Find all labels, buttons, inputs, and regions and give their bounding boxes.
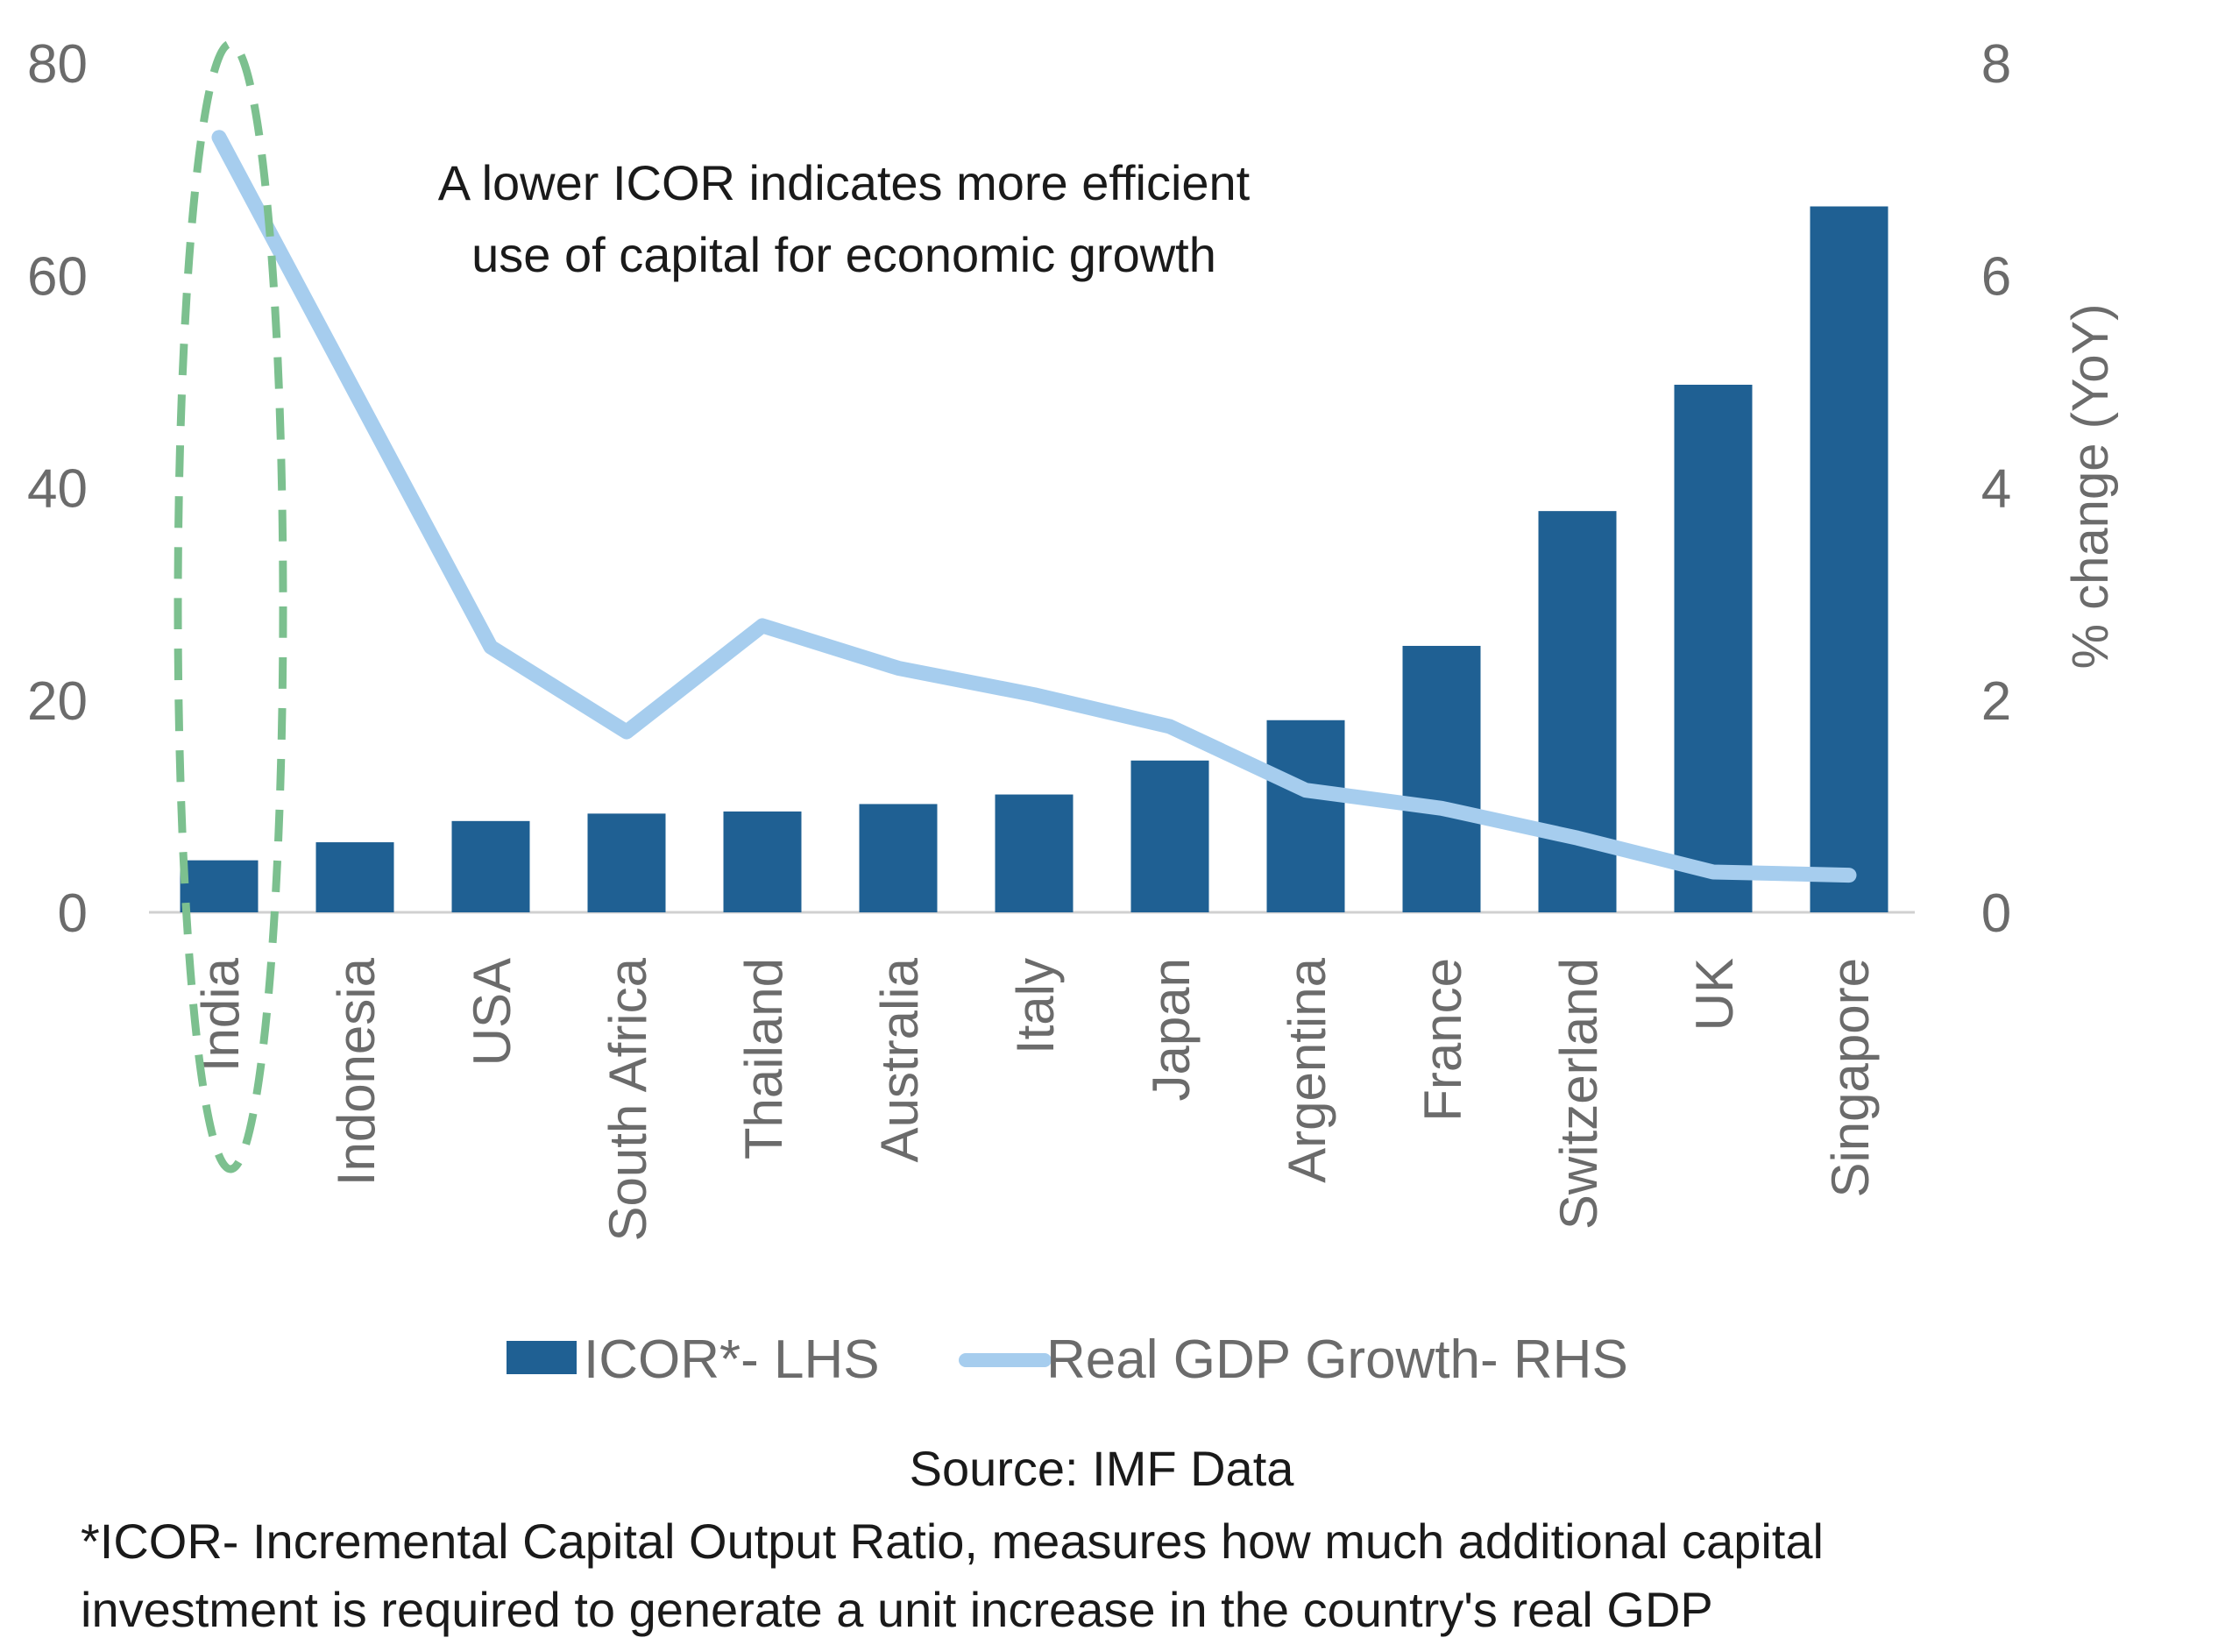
footnote-line-2: investment is required to generate a uni… — [81, 1582, 1713, 1637]
left-tick-label: 60 — [27, 246, 88, 307]
category-label-switzerland: Switzerland — [1549, 958, 1608, 1230]
bar-japan — [1130, 760, 1209, 912]
right-axis-ticks: 0 2 4 6 8 — [1981, 34, 2011, 944]
bar-usa — [451, 820, 530, 912]
category-label-argentina: Argentina — [1278, 957, 1336, 1182]
right-tick-label: 4 — [1981, 459, 2011, 520]
category-label-singapore: Singapore — [1821, 958, 1880, 1198]
category-labels: India Indonesia USA South Africa Thailand Aus… — [191, 957, 1880, 1241]
right-axis-title: % change (YoY) — [2062, 303, 2119, 669]
bar-thailand — [723, 811, 802, 912]
right-tick-label: 6 — [1981, 246, 2011, 307]
category-label-uk: UK — [1685, 958, 1744, 1031]
icor-bars — [180, 206, 1888, 913]
legend-gdp-label: Real GDP Growth- RHS — [1046, 1329, 1628, 1390]
left-axis-ticks: 0 20 40 60 80 — [27, 34, 88, 944]
legend: ICOR*- LHS Real GDP Growth- RHS — [507, 1329, 1628, 1390]
gdp-growth-line — [211, 130, 1857, 883]
legend-icor-label: ICOR*- LHS — [584, 1329, 880, 1390]
annotation-line-1: A lower ICOR indicates more efficient — [438, 155, 1251, 210]
category-label-italy: Italy — [1006, 958, 1065, 1054]
category-label-indonesia: Indonesia — [327, 957, 386, 1186]
bar-italy — [995, 794, 1074, 912]
bar-uk — [1674, 385, 1753, 912]
right-tick-label: 2 — [1981, 671, 2011, 732]
bar-indonesia — [315, 842, 394, 912]
category-label-india: India — [191, 957, 250, 1072]
category-label-japan: Japan — [1142, 958, 1201, 1101]
bar-france — [1402, 645, 1481, 912]
category-label-france: France — [1414, 958, 1472, 1122]
bar-singapore — [1810, 206, 1888, 913]
left-tick-label: 80 — [27, 34, 88, 95]
bar-argentina — [1266, 720, 1345, 912]
india-highlight-ellipse — [174, 39, 287, 1173]
bar-south-africa — [587, 813, 666, 912]
right-tick-label: 8 — [1981, 34, 2011, 95]
category-label-usa: USA — [463, 958, 521, 1066]
footnote-line-1: *ICOR- Incremental Capital Output Ratio,… — [81, 1514, 1824, 1569]
left-tick-label: 20 — [27, 671, 88, 732]
source-note: Source: IMF Data — [910, 1441, 1295, 1496]
annotation-line-2: use of capital for economic growth — [471, 227, 1216, 282]
category-label-thailand: Thailand — [734, 958, 793, 1159]
category-label-south-africa: South Africa — [599, 957, 657, 1241]
left-tick-label: 40 — [27, 459, 88, 520]
bar-india — [180, 860, 259, 912]
bar-australia — [859, 804, 938, 912]
legend-icor-swatch — [507, 1341, 577, 1374]
right-tick-label: 0 — [1981, 883, 2011, 944]
left-tick-label: 0 — [58, 883, 88, 944]
category-label-australia: Australia — [870, 957, 929, 1162]
